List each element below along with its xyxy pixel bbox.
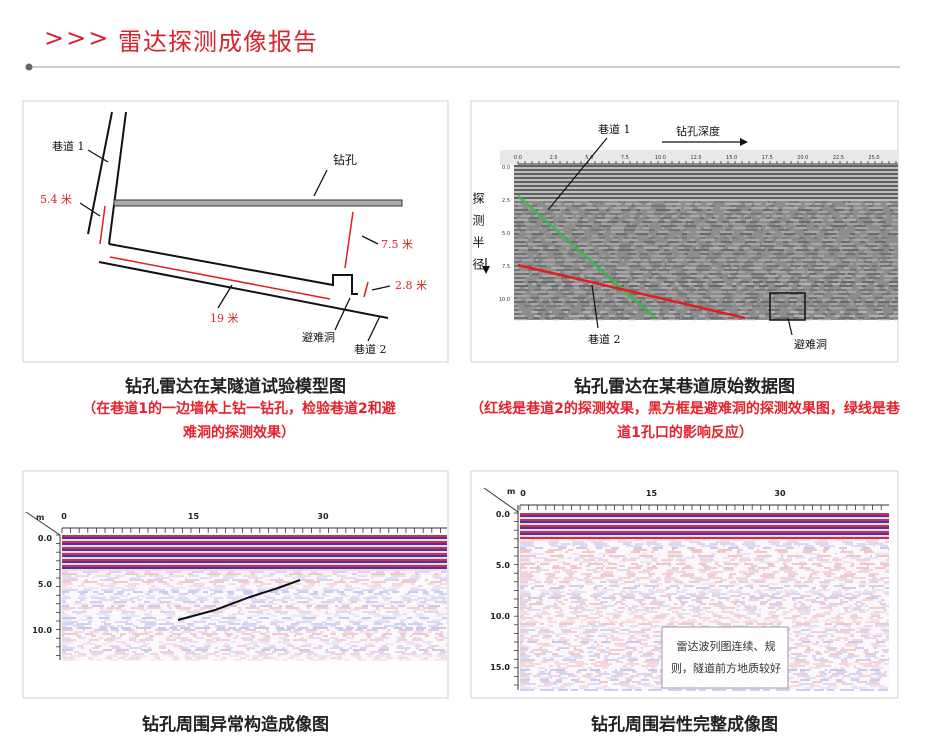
y-tick-label: 0.0 [38, 534, 53, 543]
refuge-box [769, 292, 806, 321]
annotation: 雷达波列图连续、规则，隧道前方地质较好 [671, 640, 781, 675]
unit-label: m [507, 487, 515, 496]
y-tick-label: 0.0 [502, 165, 510, 171]
x-tick-label: 0 [61, 512, 67, 521]
x-tick-label: 25.0 [868, 155, 879, 161]
y-tick-label: 5.0 [496, 561, 511, 570]
x-tick-label: 15 [646, 489, 658, 498]
figure-caption: 钻孔雷达在某隧道试验模型图 [125, 377, 346, 397]
radar-image [62, 535, 447, 661]
x-tick-label: 2.5 [550, 155, 558, 161]
x-tick-label: 0 [520, 489, 526, 498]
pointers [79, 149, 391, 342]
diagram-label: 巷道 2 [354, 342, 387, 356]
pointer [217, 284, 233, 309]
pointer [87, 149, 109, 163]
pointer [547, 137, 608, 211]
pointer [591, 284, 599, 329]
x-tick-label: 12.5 [690, 155, 701, 161]
radar-image [514, 165, 898, 321]
x-tick-label: 5.0 [585, 155, 593, 161]
pointer [371, 285, 391, 291]
figure-caption: 钻孔周围异常构造成像图 [142, 715, 329, 735]
diagram-label: 钻孔 [333, 152, 357, 167]
x-tick-label: 30 [774, 489, 786, 498]
radar-image [520, 513, 889, 691]
anomaly-line [177, 579, 301, 621]
red-trace [517, 263, 746, 320]
y-tick-label: 10.0 [499, 297, 510, 303]
corner-diagonal [25, 511, 61, 536]
figure-caption: 钻孔雷达在某巷道原始数据图 [574, 377, 795, 397]
diagram-label: 避难洞 [302, 330, 335, 344]
unit-label: m [36, 513, 44, 522]
annotation-box [661, 626, 789, 689]
y-tick-label: 15.0 [490, 663, 510, 672]
diagram-label: 19 米 [210, 312, 239, 325]
x-tick-label: 22.5 [833, 155, 844, 161]
pointer [334, 297, 351, 331]
y-tick-label: 5.0 [38, 580, 53, 589]
pointer [79, 202, 101, 217]
y-tick-label: 5.0 [502, 231, 510, 237]
diagram-labels: 巷道 1 钻孔 5.4 米 7.5 米 2.8 米 19 米 避难洞 巷道 2 [40, 139, 427, 356]
scan-label: 探测半径 [471, 192, 485, 280]
page-title: 雷达探测成像报告 [118, 28, 318, 56]
scan-label: 避难洞 [794, 337, 827, 351]
y-tick-label: 2.5 [502, 198, 510, 204]
diagram-label: 2.8 米 [395, 279, 427, 292]
scan-labels: 巷道 1 钻孔深度 探测半径 巷道 2 避难洞 [471, 122, 827, 351]
scan-label: 钻孔深度 [676, 124, 720, 138]
borehole [113, 199, 403, 207]
arrow-head [482, 266, 490, 274]
x-tick-label: 15.0 [726, 155, 737, 161]
scan-label: 巷道 2 [588, 332, 621, 346]
diagram-label: 巷道 1 [52, 139, 85, 153]
y-tick-label: 10.0 [490, 612, 510, 621]
arrow-head [740, 138, 748, 146]
diagram-label: 7.5 米 [381, 238, 413, 251]
figure-note: （红线是巷道2的探测效果，黑方框是避难洞的探测效果图，绿线是巷道1孔口的影响反应… [470, 401, 900, 441]
measure-line [99, 205, 106, 245]
x-tick-label: 30 [317, 512, 329, 521]
y-tick-label: 0.0 [496, 510, 511, 519]
y-tick-label: 10.0 [32, 626, 52, 635]
tunnel-wall [87, 111, 113, 235]
x-tick-label: 15 [188, 512, 200, 521]
y-tick-label: 7.5 [502, 264, 510, 270]
measure-line [109, 256, 331, 300]
green-trace [517, 194, 656, 320]
tunnel-wall [108, 111, 127, 245]
pointer [313, 169, 328, 197]
measure-line [363, 281, 369, 298]
pointer [787, 317, 793, 336]
x-tick-label: 0.0 [514, 155, 522, 161]
x-tick-label: 17.5 [762, 155, 773, 161]
header-dot [25, 63, 33, 71]
diagram-label: 5.4 米 [40, 193, 72, 206]
scan-label: 巷道 1 [598, 122, 631, 136]
ruler-strip [500, 150, 898, 165]
figure-caption: 钻孔周围岩性完整成像图 [591, 715, 778, 735]
tunnel-diagram [87, 111, 389, 319]
pointer [361, 235, 379, 245]
x-tick-label: 7.5 [621, 155, 629, 161]
x-tick-label: 20.0 [797, 155, 808, 161]
measure-lines [99, 205, 369, 300]
measure-line [344, 211, 354, 269]
corner-diagonal [483, 487, 519, 513]
tunnel-wall [98, 261, 389, 319]
header-marker: >>> [44, 24, 111, 52]
tunnel-wall [108, 243, 358, 295]
pointer [367, 315, 381, 342]
x-tick-label: 10.0 [655, 155, 666, 161]
figure-note: （在巷道1的一边墙体上钻一钻孔，检验巷道2和避难洞的探测效果） [82, 401, 396, 441]
figure-frame [22, 100, 449, 363]
